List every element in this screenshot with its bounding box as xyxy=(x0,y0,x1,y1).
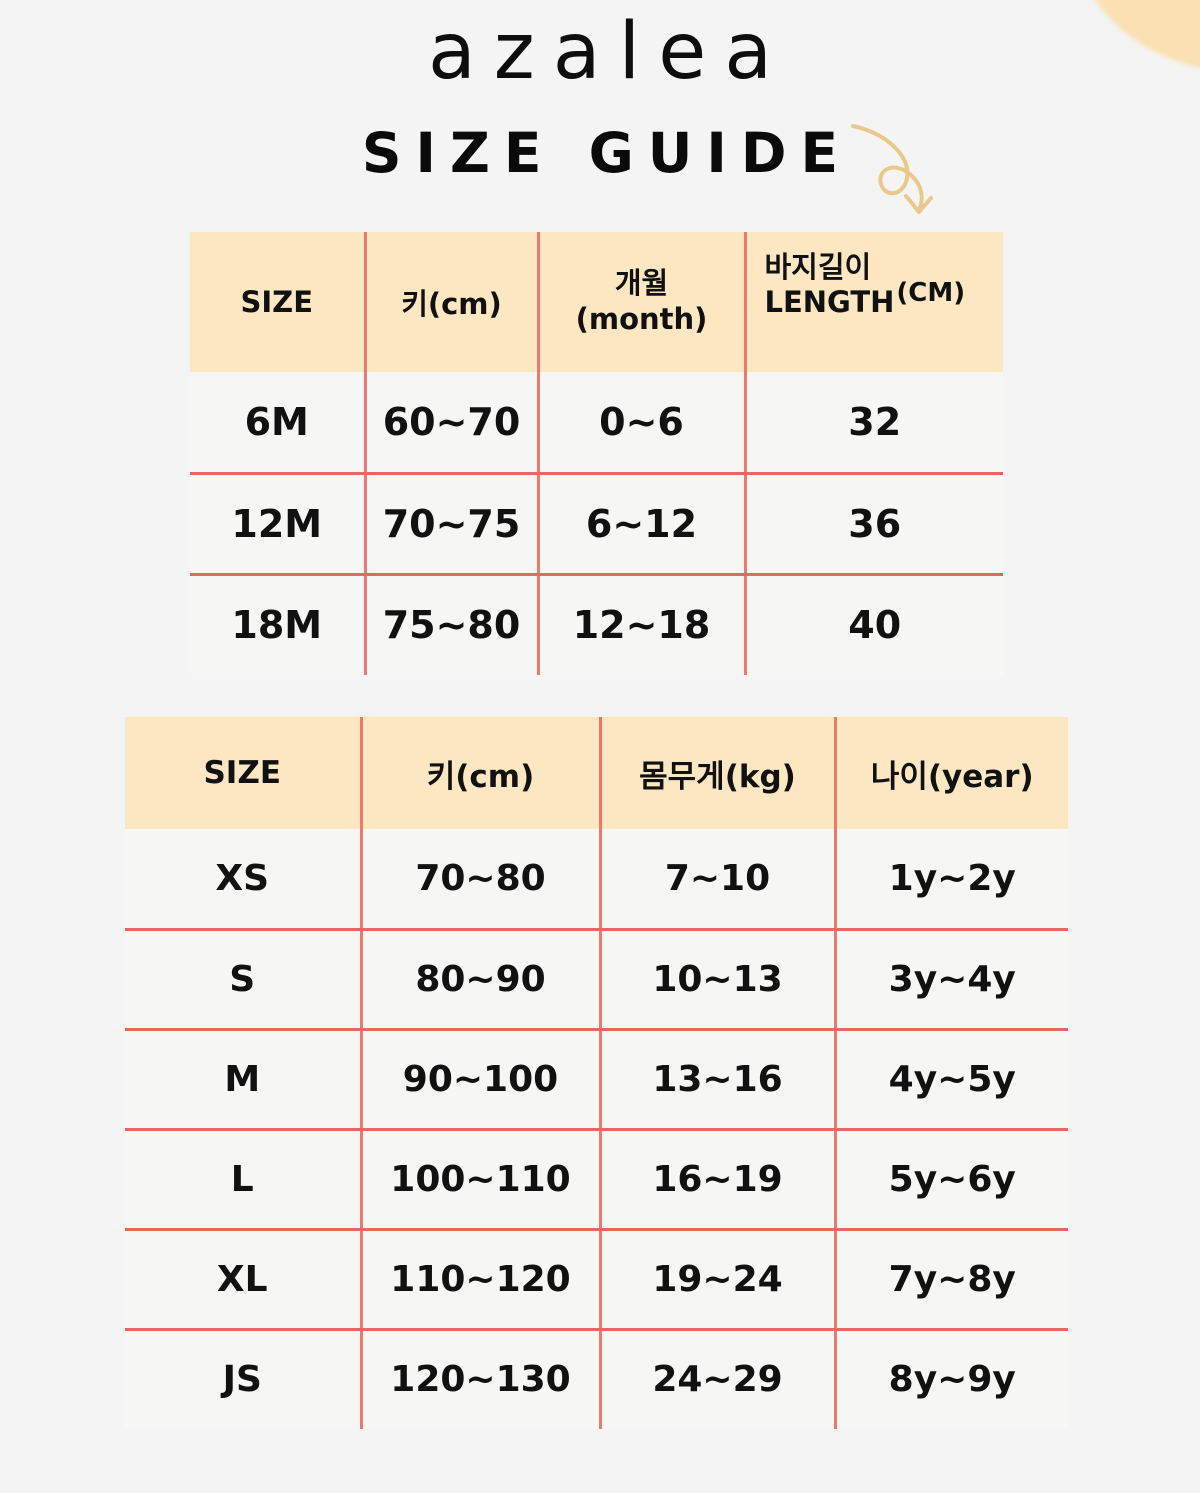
cell-size: JS xyxy=(125,1329,363,1429)
cell-length: 36 xyxy=(745,473,1003,576)
cell-month: 6~12 xyxy=(538,473,747,576)
cell-height: 60~70 xyxy=(365,372,540,475)
cell-length: 40 xyxy=(745,574,1003,675)
cell-height: 70~75 xyxy=(365,473,540,576)
cell-size: XS xyxy=(125,829,363,931)
cell-size: 18M xyxy=(190,574,367,675)
baby-size-table: SIZE 키(cm) 개월 (month) 바지길이 LENGTH(CM) 6M xyxy=(190,232,1003,675)
cell-length: 32 xyxy=(745,372,1003,475)
col-header-height: 키(cm) xyxy=(361,717,602,829)
col-header-size: SIZE xyxy=(190,232,367,372)
table-row: S 80~90 10~13 3y~4y xyxy=(125,929,1068,1031)
cell-size: L xyxy=(125,1129,363,1231)
col-header-size: SIZE xyxy=(125,717,363,829)
table-row: 6M 60~70 0~6 32 xyxy=(190,372,1003,475)
table-row: XS 70~80 7~10 1y~2y xyxy=(125,829,1068,931)
brand-name: azalea xyxy=(428,7,790,97)
curly-arrow-icon xyxy=(851,124,933,214)
col-header-month-ko: 개월 xyxy=(614,266,669,301)
cell-height: 120~130 xyxy=(361,1329,602,1429)
cell-height: 80~90 xyxy=(361,929,602,1031)
cell-height: 90~100 xyxy=(361,1029,602,1131)
cell-age: 4y~5y xyxy=(835,1029,1068,1131)
cell-weight: 24~29 xyxy=(600,1329,837,1429)
cell-size: 6M xyxy=(190,372,367,475)
col-header-weight: 몸무게(kg) xyxy=(600,717,837,829)
kids-size-table: SIZE 키(cm) 몸무게(kg) 나이(year) XS 70~80 7~1… xyxy=(125,717,1068,1429)
table-row: L 100~110 16~19 5y~6y xyxy=(125,1129,1068,1231)
table-header-row: SIZE 키(cm) 개월 (month) 바지길이 LENGTH(CM) xyxy=(190,232,1003,372)
cell-weight: 16~19 xyxy=(600,1129,837,1231)
table-row: M 90~100 13~16 4y~5y xyxy=(125,1029,1068,1131)
cell-age: 1y~2y xyxy=(835,829,1068,931)
cell-height: 110~120 xyxy=(361,1229,602,1331)
cell-height: 70~80 xyxy=(361,829,602,931)
col-header-month-en: (month) xyxy=(575,302,708,336)
cell-month: 0~6 xyxy=(538,372,747,475)
col-header-length: 바지길이 LENGTH(CM) xyxy=(745,232,1003,372)
cell-weight: 19~24 xyxy=(600,1229,837,1331)
table-row: 12M 70~75 6~12 36 xyxy=(190,473,1003,576)
table-row: 18M 75~80 12~18 40 xyxy=(190,574,1003,675)
col-header-length-unit: (CM) xyxy=(896,277,966,308)
cell-month: 12~18 xyxy=(538,574,747,675)
cell-age: 8y~9y xyxy=(835,1329,1068,1429)
cell-age: 3y~4y xyxy=(835,929,1068,1031)
cell-height: 75~80 xyxy=(365,574,540,675)
table-row: XL 110~120 19~24 7y~8y xyxy=(125,1229,1068,1331)
cell-size: S xyxy=(125,929,363,1031)
cell-weight: 13~16 xyxy=(600,1029,837,1131)
brand-header: azalea SIZE GUIDE xyxy=(0,0,1200,188)
col-header-length-ko: 바지길이 xyxy=(764,250,872,285)
cell-height: 100~110 xyxy=(361,1129,602,1231)
col-header-month: 개월 (month) xyxy=(538,232,747,372)
page-title: SIZE GUIDE xyxy=(361,121,853,185)
col-header-length-en: LENGTH xyxy=(764,284,895,319)
cell-size: XL xyxy=(125,1229,363,1331)
cell-weight: 7~10 xyxy=(600,829,837,931)
col-header-height: 키(cm) xyxy=(365,232,540,372)
cell-age: 7y~8y xyxy=(835,1229,1068,1331)
table-row: JS 120~130 24~29 8y~9y xyxy=(125,1329,1068,1429)
col-header-age: 나이(year) xyxy=(835,717,1068,829)
cell-weight: 10~13 xyxy=(600,929,837,1031)
cell-age: 5y~6y xyxy=(835,1129,1068,1231)
cell-size: 12M xyxy=(190,473,367,576)
cell-size: M xyxy=(125,1029,363,1131)
table-header-row: SIZE 키(cm) 몸무게(kg) 나이(year) xyxy=(125,717,1068,829)
